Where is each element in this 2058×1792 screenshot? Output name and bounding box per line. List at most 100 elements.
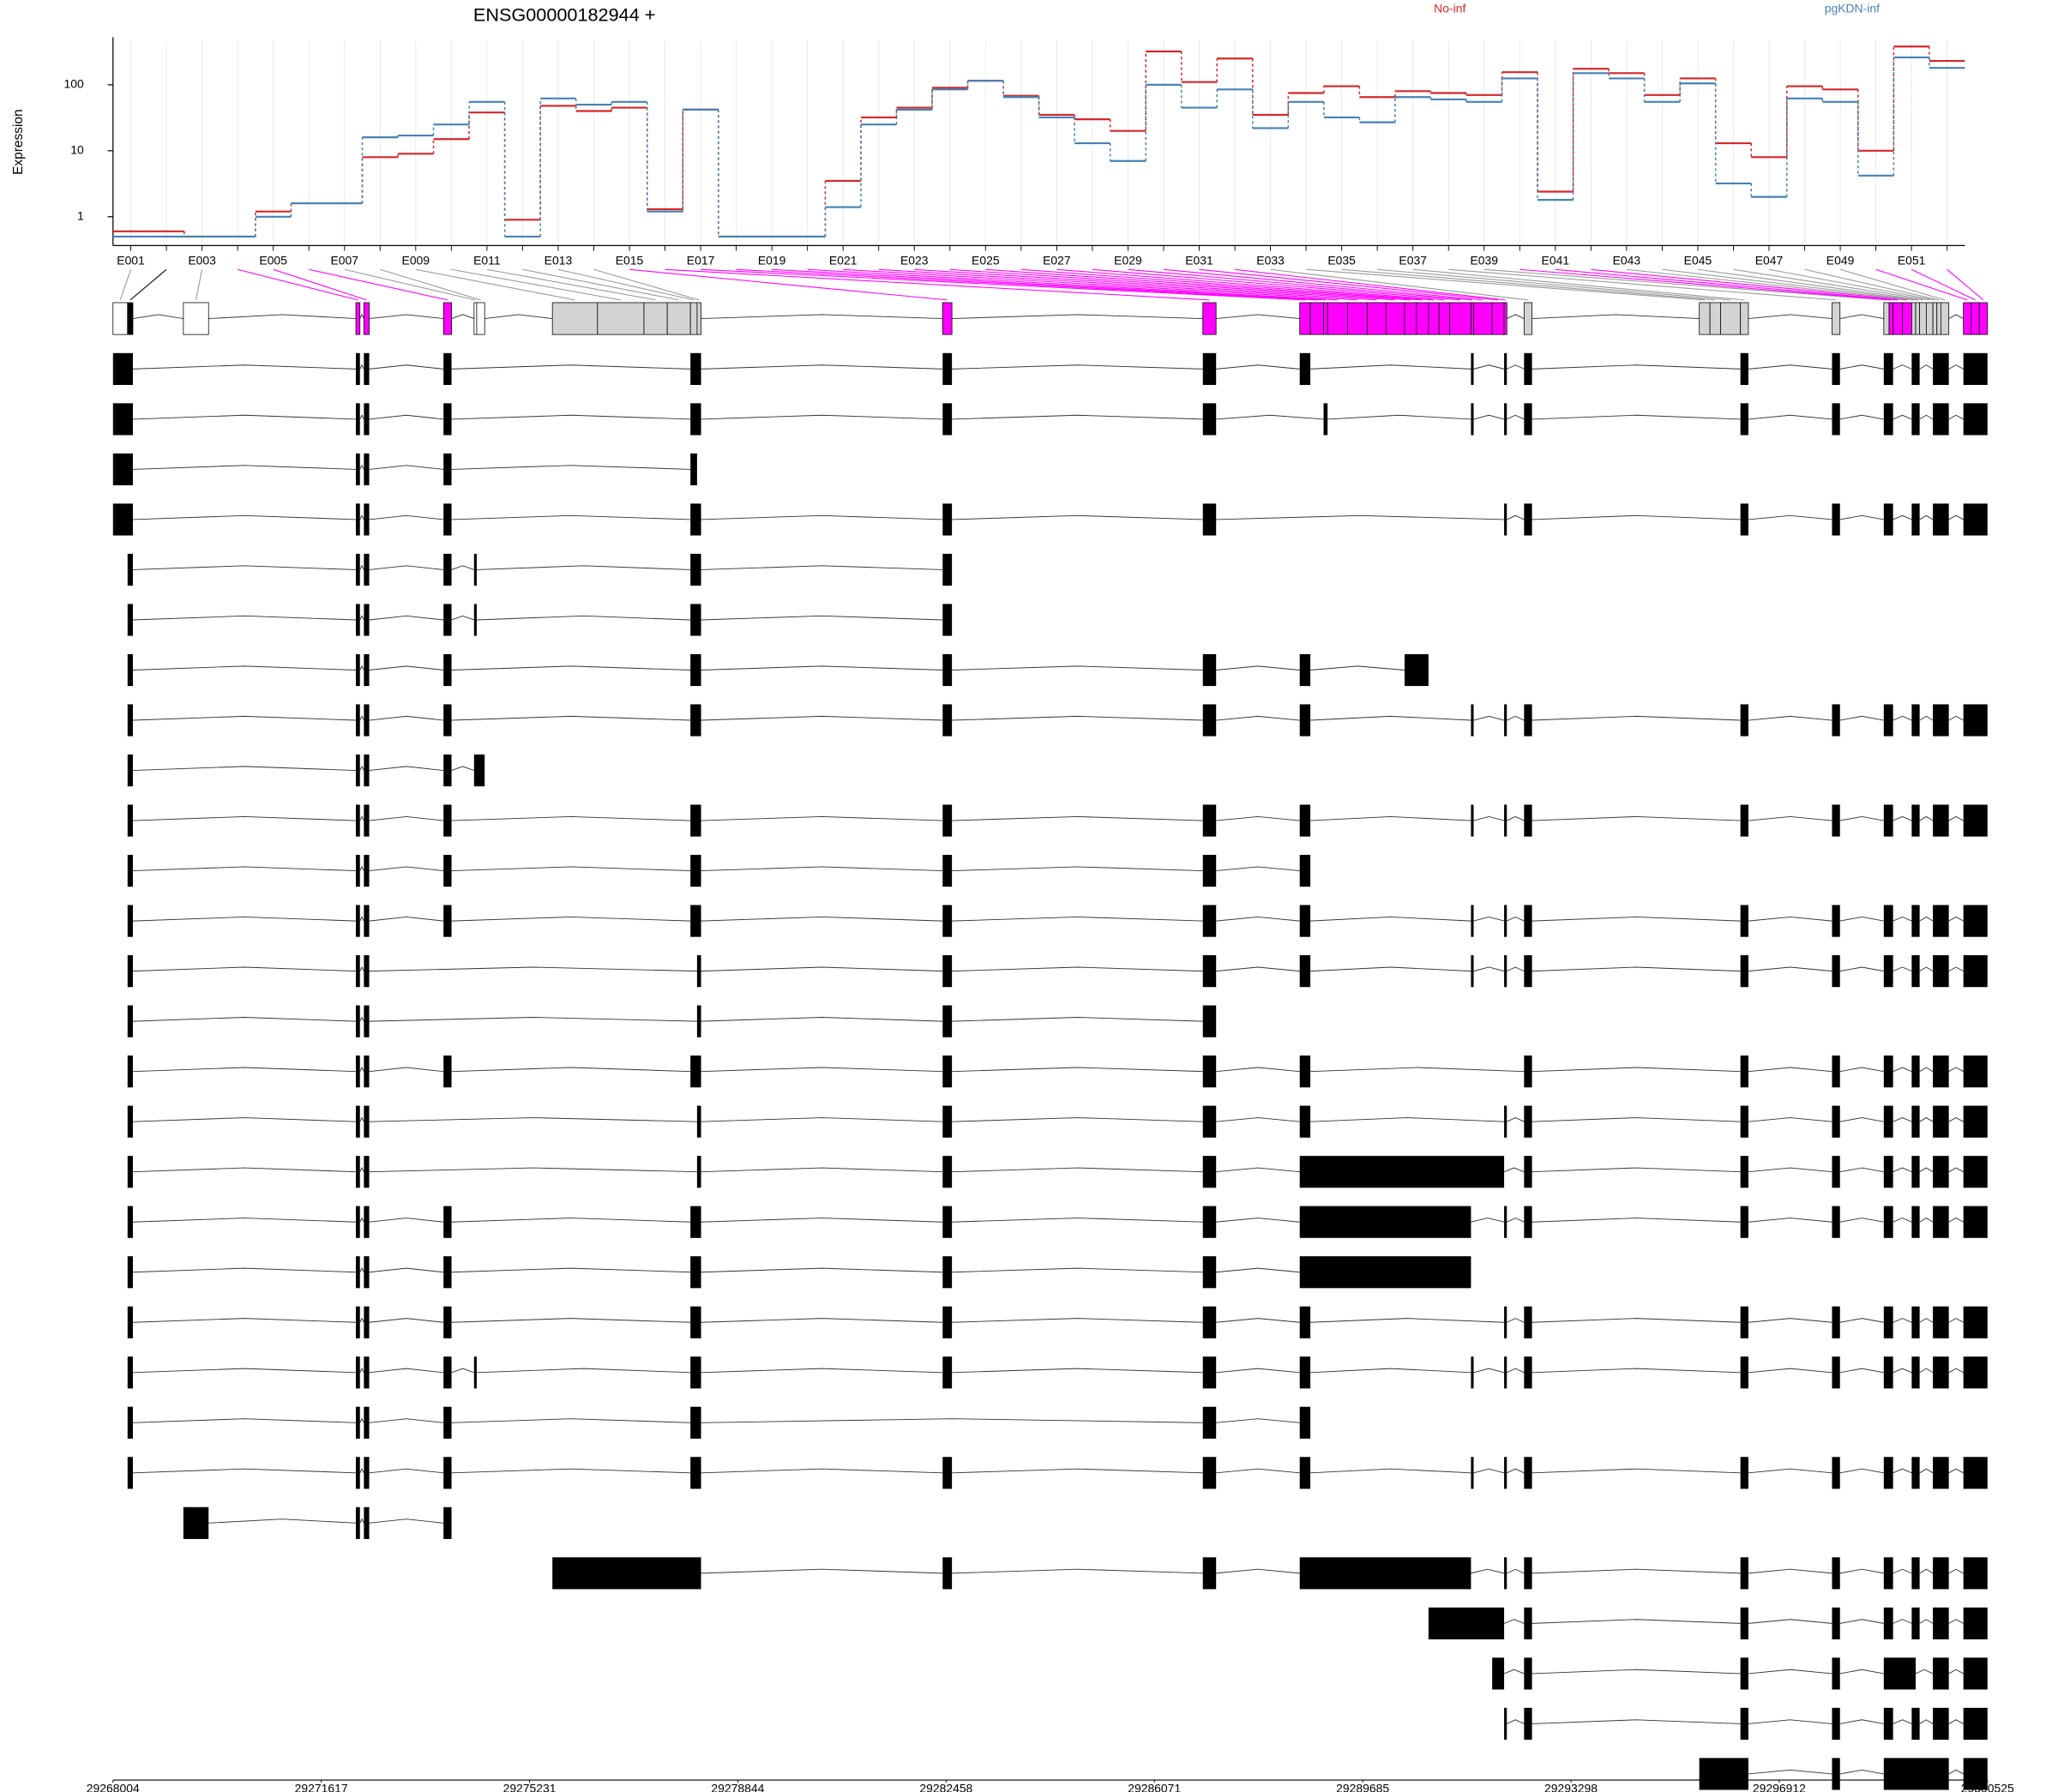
transcript-exon xyxy=(690,604,701,636)
intron xyxy=(369,1017,697,1022)
intron xyxy=(1919,1468,1934,1474)
transcript-exon xyxy=(364,503,370,536)
intron xyxy=(1948,1568,1964,1574)
intron xyxy=(1507,364,1525,370)
transcript-exon xyxy=(1524,704,1532,737)
intron xyxy=(132,615,357,621)
transcript-exon xyxy=(696,1005,701,1037)
transcript-exon xyxy=(127,604,133,636)
intron xyxy=(359,564,364,570)
intron xyxy=(1919,1116,1934,1122)
transcript-exon xyxy=(1963,403,1988,436)
intron xyxy=(132,1418,357,1423)
intron xyxy=(1473,1368,1505,1374)
intron xyxy=(1948,1067,1964,1073)
intron xyxy=(1748,1619,1832,1624)
intron xyxy=(952,314,1203,320)
transcript-exon xyxy=(1504,1707,1507,1741)
transcript-exon xyxy=(690,403,701,436)
intron xyxy=(701,866,943,872)
transcript-exon xyxy=(1202,1406,1217,1439)
transcript-exon xyxy=(690,352,701,385)
intron xyxy=(1216,1568,1300,1574)
gene-model-exon xyxy=(1428,302,1440,335)
transcript-exon xyxy=(356,1005,360,1037)
intron xyxy=(1216,1468,1300,1474)
exon-connector xyxy=(451,268,621,301)
transcript-exon xyxy=(1832,403,1840,436)
transcript-exon xyxy=(443,653,452,687)
intron xyxy=(952,1117,1203,1122)
transcript-exon xyxy=(1911,1457,1920,1489)
gene-model-exon xyxy=(1883,302,1890,335)
exon-connector xyxy=(701,268,1305,301)
transcript-exon xyxy=(1524,1557,1532,1590)
intron xyxy=(1893,715,1912,721)
intron xyxy=(476,1368,691,1374)
exon-connector xyxy=(1270,268,1529,301)
intron xyxy=(132,364,357,370)
transcript-exon xyxy=(1524,1055,1532,1088)
intron xyxy=(1310,1368,1471,1374)
intron xyxy=(1471,1568,1505,1574)
intron xyxy=(1839,1619,1884,1624)
x-tick-label: E033 xyxy=(1256,254,1285,268)
transcript-exon xyxy=(1740,403,1748,436)
transcript-exon xyxy=(1524,1306,1532,1338)
transcript-exon xyxy=(696,955,701,988)
intron xyxy=(1893,815,1912,821)
intron xyxy=(1919,1719,1934,1724)
intron xyxy=(1216,665,1300,670)
transcript-exon xyxy=(1911,1055,1920,1088)
transcript-exon xyxy=(356,653,360,687)
intron xyxy=(1839,815,1884,821)
transcript-exon xyxy=(1504,403,1507,436)
exon-connector xyxy=(1733,268,1930,301)
intron xyxy=(1919,1368,1934,1374)
transcript-exon xyxy=(1202,1005,1217,1037)
exon-connector xyxy=(196,269,203,300)
transcript-exon xyxy=(364,955,370,988)
exon-connector xyxy=(522,268,679,301)
genome-tick-label: 29300525 xyxy=(1961,1782,2014,1792)
transcript-exon xyxy=(1202,704,1217,737)
transcript-exon xyxy=(127,1055,133,1088)
transcript-exon xyxy=(1832,1657,1840,1690)
intron xyxy=(1507,414,1525,420)
y-axis-label: Expression xyxy=(11,109,26,175)
transcript-exon xyxy=(1832,1707,1840,1741)
intron xyxy=(1748,1218,1832,1223)
transcript-exon xyxy=(127,1406,133,1439)
transcript-exon xyxy=(1832,1557,1840,1590)
transcript-exon xyxy=(356,1306,360,1338)
transcript-exon xyxy=(364,1506,370,1539)
transcript-exon xyxy=(1933,1707,1949,1741)
intron xyxy=(952,1568,1203,1574)
intron xyxy=(952,715,1203,721)
intron xyxy=(701,1318,943,1323)
transcript-exon xyxy=(1471,403,1474,436)
gene-model-exon xyxy=(1925,302,1934,335)
intron xyxy=(369,1218,444,1223)
intron xyxy=(952,514,1203,520)
exon-connector xyxy=(593,268,700,301)
intron xyxy=(132,514,357,520)
transcript-exon xyxy=(1963,1356,1988,1389)
intron xyxy=(701,1267,943,1273)
transcript-exon xyxy=(1832,1105,1840,1138)
exon-connector xyxy=(1056,268,1445,301)
intron xyxy=(1531,1167,1741,1173)
intron xyxy=(1531,314,1700,320)
genome-tick-label: 29286071 xyxy=(1128,1782,1181,1792)
exon-connector xyxy=(736,268,1317,301)
transcript-exon xyxy=(1504,1557,1507,1590)
intron xyxy=(1216,1368,1300,1374)
intron xyxy=(1310,1318,1505,1323)
intron xyxy=(1310,715,1471,721)
intron xyxy=(1893,1318,1912,1323)
intron xyxy=(1507,1117,1525,1122)
intron xyxy=(132,414,357,420)
intron xyxy=(1216,916,1300,922)
intron xyxy=(1748,414,1832,420)
x-tick-label: E037 xyxy=(1399,254,1427,268)
